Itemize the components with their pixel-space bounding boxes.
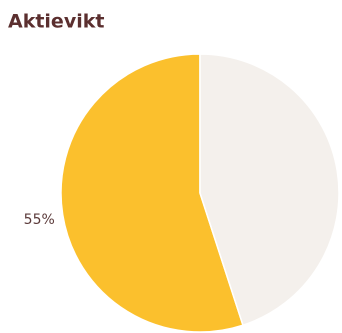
pie-slice: [199, 53, 340, 327]
slice-label: 55%: [24, 212, 55, 228]
chart-title: Aktievikt: [8, 11, 104, 33]
pie-slice: [60, 53, 244, 333]
